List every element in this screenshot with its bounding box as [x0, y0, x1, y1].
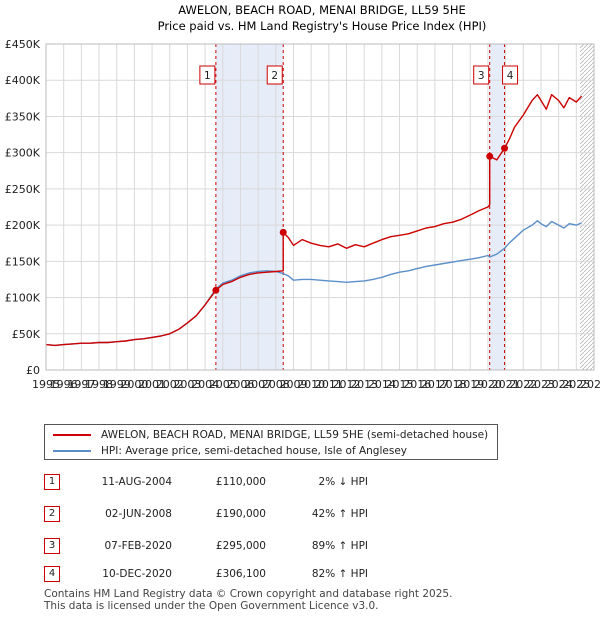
annotation-box	[199, 65, 216, 85]
annotation-label: 4	[507, 70, 514, 82]
price-chart: AWELON, BEACH ROAD, MENAI BRIDGE, LL59 5…	[5, 3, 600, 391]
x-tick-label: 1995	[32, 378, 60, 391]
grid	[45, 43, 595, 371]
annotation-label: 2	[271, 70, 278, 82]
x-tick-label: 2016	[403, 378, 431, 391]
y-tick-label: £250K	[5, 183, 41, 196]
transaction-hpi: 42% ↑ HPI	[311, 508, 368, 520]
transaction-hpi: 89% ↑ HPI	[311, 540, 368, 552]
annotation-marker: 2	[266, 65, 283, 85]
axes: 1995199619971998199920002001200220032004…	[5, 38, 600, 391]
transaction-date: 11-AUG-2004	[101, 476, 172, 488]
x-tick-label: 2018	[439, 378, 467, 391]
x-tick-label: 2004	[191, 378, 219, 391]
annotation-box	[502, 65, 519, 85]
annotation-marker: 3	[473, 65, 490, 85]
sale-point	[486, 152, 494, 160]
series	[45, 93, 583, 347]
shaded-range	[489, 44, 505, 370]
transaction-number: 3	[44, 538, 60, 554]
legend-item-price-paid: AWELON, BEACH ROAD, MENAI BRIDGE, LL59 5…	[53, 427, 488, 443]
annotation-box	[266, 65, 283, 85]
x-tick-label: 2022	[509, 378, 537, 391]
x-tick-label: 2026	[580, 378, 600, 391]
x-tick-label: 2003	[173, 378, 201, 391]
price-paid-line	[45, 93, 583, 347]
transaction-lines	[215, 44, 506, 370]
transaction-price: £190,000	[215, 508, 266, 520]
y-tick-label: £50K	[12, 328, 41, 341]
transaction-price: £306,100	[215, 568, 266, 580]
x-tick-label: 2024	[545, 378, 573, 391]
legend-swatch-price-paid	[53, 434, 91, 436]
transaction-date: 10-DEC-2020	[102, 568, 172, 580]
x-tick-label: 2021	[492, 378, 520, 391]
annotations: 1 2 3 4	[199, 65, 519, 294]
annotation-marker: 4	[502, 65, 519, 85]
x-tick-label: 2011	[315, 378, 343, 391]
x-tick-label: 2019	[456, 378, 484, 391]
y-tick-label: £300K	[5, 147, 41, 160]
x-tick-label: 2007	[244, 378, 272, 391]
y-tick-label: £150K	[5, 255, 41, 268]
x-tick-label: 2014	[368, 378, 396, 391]
x-tick-label: 1996	[50, 378, 78, 391]
x-tick-label: 2001	[138, 378, 166, 391]
x-tick-label: 2025	[562, 378, 590, 391]
shaded-ranges	[215, 44, 594, 370]
transaction-date: 02-JUN-2008	[105, 508, 172, 520]
footer-licence: This data is licensed under the Open Gov…	[44, 600, 379, 612]
x-tick-label: 2002	[156, 378, 184, 391]
x-tick-label: 2005	[209, 378, 237, 391]
y-tick-label: £100K	[5, 292, 41, 305]
sale-point	[501, 144, 509, 152]
chart-title: AWELON, BEACH ROAD, MENAI BRIDGE, LL59 5…	[178, 3, 466, 17]
y-tick-label: £350K	[5, 110, 41, 123]
footer: Contains HM Land Registry data © Crown c…	[44, 588, 452, 612]
sale-point	[212, 286, 220, 294]
plot-frame	[45, 43, 595, 371]
future-hatch	[579, 44, 594, 370]
y-tick-label: £400K	[5, 74, 41, 87]
y-tick-label: £0	[26, 364, 40, 377]
x-tick-label: 2017	[421, 378, 449, 391]
legend-swatch-hpi	[53, 450, 91, 452]
x-tick-label: 2015	[386, 378, 414, 391]
transaction-date: 07-FEB-2020	[104, 540, 172, 552]
legend-item-hpi: HPI: Average price, semi-detached house,…	[53, 443, 407, 459]
transaction-hpi: 82% ↑ HPI	[311, 568, 368, 580]
shaded-range	[215, 44, 284, 370]
legend: AWELON, BEACH ROAD, MENAI BRIDGE, LL59 5…	[44, 424, 498, 460]
legend-label-hpi: HPI: Average price, semi-detached house,…	[101, 445, 407, 457]
annotation-box	[473, 65, 490, 85]
chart-subtitle: Price paid vs. HM Land Registry's House …	[158, 19, 487, 33]
x-tick-label: 2006	[226, 378, 254, 391]
x-tick-label: 2023	[527, 378, 555, 391]
annotation-marker: 1	[199, 65, 216, 85]
x-tick-label: 2008	[262, 378, 290, 391]
x-tick-label: 2009	[279, 378, 307, 391]
x-tick-label: 2012	[333, 378, 361, 391]
x-tick-label: 1998	[85, 378, 113, 391]
x-tick-label: 1999	[103, 378, 131, 391]
footer-copyright: Contains HM Land Registry data © Crown c…	[44, 588, 453, 600]
sale-point	[279, 228, 287, 236]
x-tick-label: 1997	[67, 378, 95, 391]
transaction-number: 1	[44, 474, 60, 490]
legend-label-price-paid: AWELON, BEACH ROAD, MENAI BRIDGE, LL59 5…	[101, 429, 489, 441]
transaction-number: 4	[44, 566, 60, 582]
x-tick-label: 2010	[297, 378, 325, 391]
x-tick-label: 2020	[474, 378, 502, 391]
transaction-price: £110,000	[215, 476, 266, 488]
transaction-price: £295,000	[215, 540, 266, 552]
transaction-number: 2	[44, 506, 60, 522]
y-tick-label: £450K	[5, 38, 41, 51]
x-tick-label: 2000	[120, 378, 148, 391]
annotation-label: 3	[478, 70, 485, 82]
annotation-label: 1	[204, 70, 211, 82]
x-tick-label: 2013	[350, 378, 378, 391]
y-tick-label: £200K	[5, 219, 41, 232]
transaction-hpi: 2% ↓ HPI	[318, 476, 368, 488]
